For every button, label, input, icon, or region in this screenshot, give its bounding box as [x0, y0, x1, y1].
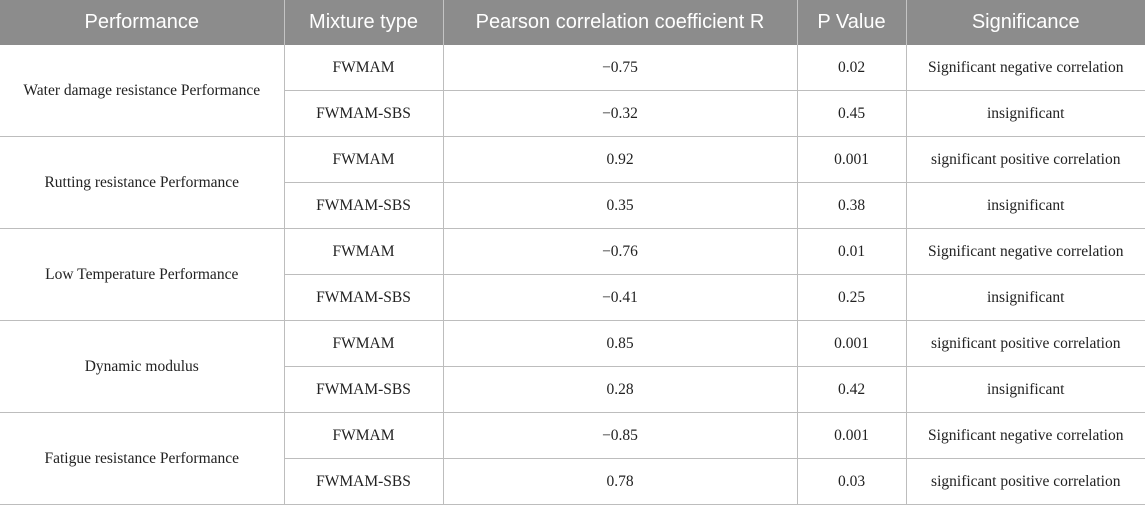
table-row: Dynamic modulus FWMAM 0.85 0.001 signifi…: [0, 320, 1145, 413]
p-cell: 0.38: [797, 182, 907, 229]
significance-cell: insignificant: [906, 90, 1145, 137]
significance-cell: Significant negative correlation: [906, 412, 1145, 459]
mixture-cell: FWMAM-SBS: [284, 90, 444, 137]
r-cell: −0.32: [443, 90, 798, 137]
r-cell: −0.75: [443, 45, 798, 91]
significance-cell: significant positive correlation: [906, 136, 1145, 183]
p-cell: 0.42: [797, 366, 907, 413]
r-cell: 0.78: [443, 458, 798, 505]
significance-cell: insignificant: [906, 182, 1145, 229]
performance-cell: Fatigue resistance Performance: [0, 412, 285, 505]
mixture-cell: FWMAM: [284, 45, 444, 91]
header-row: Performance Mixture type Pearson correla…: [0, 0, 1145, 45]
r-cell: 0.28: [443, 366, 798, 413]
table-row: Rutting resistance Performance FWMAM 0.9…: [0, 136, 1145, 229]
mixture-cell: FWMAM-SBS: [284, 366, 444, 413]
performance-cell: Low Temperature Performance: [0, 228, 285, 321]
table-header: Performance Mixture type Pearson correla…: [0, 0, 1145, 45]
header-performance: Performance: [0, 0, 285, 45]
r-cell: −0.41: [443, 274, 798, 321]
header-mixture-type: Mixture type: [284, 0, 444, 45]
significance-cell: insignificant: [906, 274, 1145, 321]
performance-cell: Water damage resistance Performance: [0, 45, 285, 137]
header-p-value: P Value: [797, 0, 907, 45]
r-cell: 0.35: [443, 182, 798, 229]
table-body: Water damage resistance Performance FWMA…: [0, 45, 1145, 505]
p-cell: 0.25: [797, 274, 907, 321]
performance-cell: Dynamic modulus: [0, 320, 285, 413]
table-row: FWMAM-SBS −0.41 0.25 insignificant: [0, 274, 1145, 321]
p-cell: 0.001: [797, 136, 907, 183]
mixture-cell: FWMAM-SBS: [284, 274, 444, 321]
r-cell: 0.85: [443, 320, 798, 367]
mixture-cell: FWMAM-SBS: [284, 182, 444, 229]
mixture-cell: FWMAM: [284, 320, 444, 367]
header-significance: Significance: [906, 0, 1145, 45]
table-row: FWMAM-SBS 0.35 0.38 insignificant: [0, 182, 1145, 229]
header-pearson-r: Pearson correlation coefficient R: [443, 0, 798, 45]
table-row: Fatigue resistance Performance FWMAM −0.…: [0, 412, 1145, 505]
p-cell: 0.001: [797, 320, 907, 367]
table-row: Water damage resistance Performance FWMA…: [0, 45, 1145, 137]
p-cell: 0.001: [797, 412, 907, 459]
significance-cell: significant positive correlation: [906, 458, 1145, 505]
mixture-cell: FWMAM: [284, 136, 444, 183]
table-row: FWMAM-SBS 0.78 0.03 significant positive…: [0, 458, 1145, 505]
significance-cell: insignificant: [906, 366, 1145, 413]
table-row: FWMAM-SBS −0.32 0.45 insignificant: [0, 90, 1145, 137]
mixture-cell: FWMAM-SBS: [284, 458, 444, 505]
r-cell: 0.92: [443, 136, 798, 183]
significance-cell: significant positive correlation: [906, 320, 1145, 367]
table-row: Low Temperature Performance FWMAM −0.76 …: [0, 228, 1145, 321]
p-cell: 0.45: [797, 90, 907, 137]
mixture-cell: FWMAM: [284, 228, 444, 275]
mixture-cell: FWMAM: [284, 412, 444, 459]
r-cell: −0.85: [443, 412, 798, 459]
table-row: FWMAM-SBS 0.28 0.42 insignificant: [0, 366, 1145, 413]
significance-cell: Significant negative correlation: [906, 228, 1145, 275]
performance-cell: Rutting resistance Performance: [0, 136, 285, 229]
p-cell: 0.02: [797, 45, 907, 91]
significance-cell: Significant negative correlation: [906, 45, 1145, 91]
r-cell: −0.76: [443, 228, 798, 275]
p-cell: 0.01: [797, 228, 907, 275]
p-cell: 0.03: [797, 458, 907, 505]
